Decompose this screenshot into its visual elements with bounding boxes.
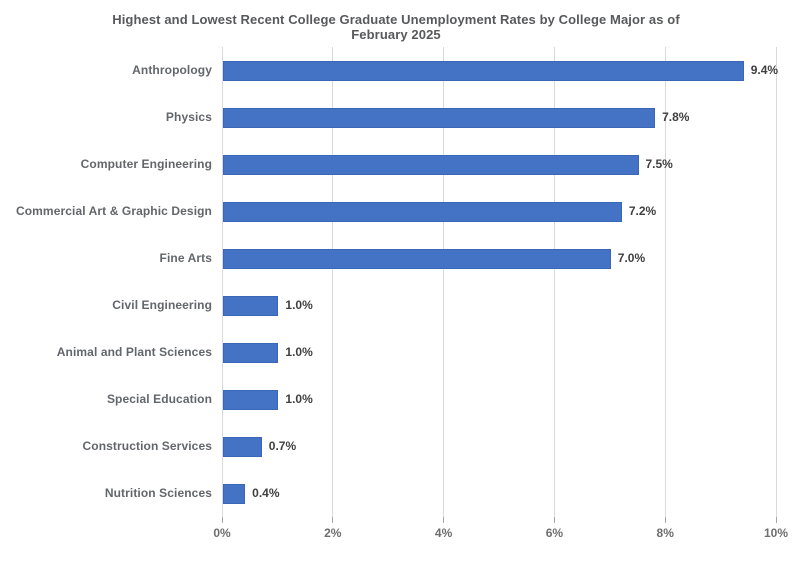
- value-label: 0.4%: [252, 486, 280, 500]
- bar-animal-and-plant-sciences: [223, 342, 279, 363]
- bar-row: Computer Engineering 7.5%: [0, 141, 792, 188]
- bar-commercial-art-graphic-design: [223, 201, 622, 222]
- x-axis-tick-label: 0%: [213, 526, 231, 540]
- bar-row: Construction Services 0.7%: [0, 423, 792, 470]
- value-label: 7.0%: [617, 251, 646, 265]
- bar-row: Special Education 1.0%: [0, 376, 792, 423]
- gridline-x-10%: [775, 47, 777, 517]
- bar-fine-arts: [223, 248, 611, 269]
- tick-mark-4%: [443, 517, 445, 523]
- x-axis-tick-label: 10%: [763, 526, 789, 540]
- x-axis-tick-label: 4%: [434, 526, 453, 540]
- bar-construction-services: [223, 436, 262, 457]
- chart-title-line-1: Highest and Lowest Recent College Gradua…: [112, 12, 680, 27]
- bar-anthropology: [223, 60, 744, 81]
- value-label: 7.8%: [662, 110, 690, 124]
- category-label: Computer Engineering: [80, 157, 212, 171]
- category-label: Civil Engineering: [112, 298, 212, 312]
- bar-row: Nutrition Sciences 0.4%: [0, 470, 792, 517]
- category-label: Fine Arts: [159, 251, 212, 265]
- category-label: Anthropology: [132, 63, 212, 77]
- category-label: Physics: [165, 110, 212, 124]
- value-label: 7.2%: [628, 204, 657, 218]
- bar-row: Fine Arts 7.0%: [0, 235, 792, 282]
- bar-civil-engineering: [223, 295, 279, 316]
- bar-row: Animal and Plant Sciences 1.0%: [0, 329, 792, 376]
- gridline-x-6%: [553, 47, 555, 517]
- tick-mark-0%: [221, 517, 223, 523]
- value-label: 9.4%: [750, 63, 779, 77]
- category-label: Construction Services: [82, 439, 212, 453]
- gridline-x-8%: [664, 47, 666, 517]
- bar-row: Physics 7.8%: [0, 94, 792, 141]
- x-axis-tick-label: 8%: [656, 526, 674, 540]
- value-label: 7.5%: [645, 157, 673, 171]
- bar-row: Commercial Art & Graphic Design 7.2%: [0, 188, 792, 235]
- bar-row: Civil Engineering 1.0%: [0, 282, 792, 329]
- value-label: 1.0%: [285, 345, 313, 359]
- tick-mark-8%: [664, 517, 666, 523]
- category-label: Animal and Plant Sciences: [56, 345, 212, 359]
- value-label: 1.0%: [285, 392, 313, 406]
- bar-computer-engineering: [223, 154, 639, 175]
- bar-physics: [223, 107, 656, 128]
- chart-title-line-2: February 2025: [351, 27, 441, 42]
- bar-nutrition-sciences: [223, 483, 246, 504]
- tick-mark-2%: [332, 517, 334, 523]
- gridline-x-2%: [332, 47, 334, 517]
- value-label: 1.0%: [285, 298, 313, 312]
- x-axis-tick-label: 6%: [545, 526, 564, 540]
- tick-mark-10%: [775, 517, 777, 523]
- value-label: 0.7%: [268, 439, 297, 453]
- category-label: Nutrition Sciences: [104, 486, 212, 500]
- bar-special-education: [223, 389, 279, 410]
- category-label: Commercial Art & Graphic Design: [15, 204, 212, 218]
- gridline-x-4%: [443, 47, 445, 517]
- category-label: Special Education: [106, 392, 212, 406]
- bar-row: Anthropology 9.4%: [0, 47, 792, 94]
- chart-title: Highest and Lowest Recent College Gradua…: [0, 12, 792, 42]
- tick-mark-6%: [553, 517, 555, 523]
- gridline-x-0%: [221, 47, 223, 517]
- x-axis-tick-label: 2%: [324, 526, 342, 540]
